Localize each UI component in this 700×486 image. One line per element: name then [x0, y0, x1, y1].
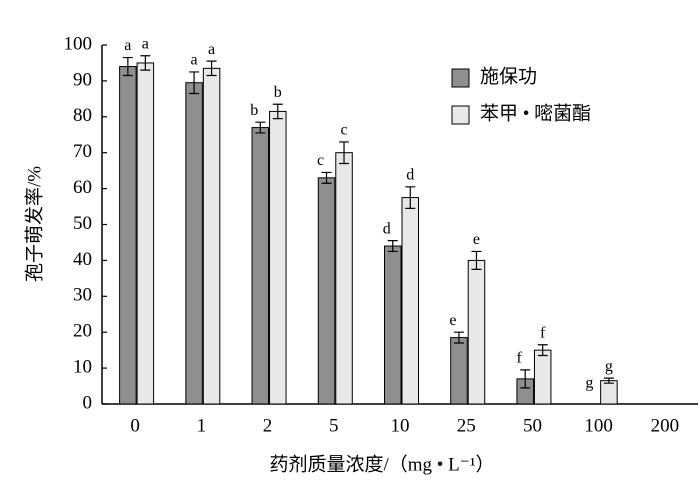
- x-tick-label: 10: [391, 415, 410, 436]
- error-bar: [520, 369, 531, 389]
- significance-letter: a: [142, 35, 149, 52]
- error-bar: [189, 71, 200, 95]
- y-tick-label: 50: [73, 213, 92, 234]
- x-tick-label: 25: [457, 415, 476, 436]
- x-tick-label: 50: [523, 415, 542, 436]
- bar: [450, 337, 468, 405]
- bar: [533, 349, 552, 405]
- significance-letter: c: [317, 152, 324, 169]
- bar: [317, 177, 336, 405]
- x-axis-title: 药剂质量浓度/（mg • L⁻¹）: [269, 453, 494, 475]
- bar: [269, 110, 287, 405]
- bar: [401, 197, 419, 405]
- error-bar: [405, 186, 416, 209]
- error-bar: [453, 331, 464, 344]
- significance-letter: f: [517, 350, 523, 367]
- y-tick-label: 100: [64, 33, 93, 54]
- error-bar: [272, 103, 283, 120]
- bar: [251, 127, 270, 405]
- significance-letter: d: [406, 166, 414, 183]
- bar: [136, 62, 155, 405]
- error-bar: [537, 344, 548, 357]
- x-tick-label: 1: [197, 415, 207, 436]
- x-tick-label: 5: [329, 415, 339, 436]
- legend-label: 施保功: [480, 65, 537, 87]
- x-tick-label: 2: [263, 415, 273, 436]
- error-bar: [321, 171, 332, 184]
- y-tick-label: 60: [73, 177, 92, 198]
- error-bar: [471, 250, 482, 270]
- error-bar: [122, 56, 133, 77]
- y-tick-label: 20: [73, 321, 92, 342]
- significance-letter: c: [340, 122, 347, 139]
- significance-letter: b: [250, 102, 258, 119]
- significance-letter: d: [383, 220, 391, 237]
- y-tick-label: 30: [73, 285, 92, 306]
- y-tick-label: 80: [73, 105, 92, 126]
- x-tick-label: 200: [651, 415, 680, 436]
- significance-letter: e: [449, 312, 456, 329]
- error-bar: [339, 141, 350, 165]
- x-tick-label: 0: [130, 415, 140, 436]
- y-tick-label: 40: [73, 249, 92, 270]
- y-tick-label: 70: [73, 141, 92, 162]
- error-bar: [603, 377, 614, 384]
- significance-letter: a: [208, 41, 215, 58]
- legend-swatch: [451, 68, 470, 88]
- bar: [119, 66, 137, 405]
- error-bar: [255, 121, 266, 134]
- legend-swatch: [451, 105, 470, 125]
- bar: [384, 245, 402, 405]
- legend-label: 苯甲 • 嘧菌酯: [480, 102, 591, 124]
- bar: [467, 259, 486, 405]
- y-tick-label: 10: [73, 356, 92, 377]
- bar: [335, 152, 353, 405]
- significance-letter: g: [605, 358, 613, 375]
- bar: [185, 82, 203, 405]
- significance-letter: a: [124, 37, 131, 54]
- error-bar: [140, 55, 151, 71]
- y-tick-label: 0: [83, 392, 93, 413]
- significance-letter: g: [585, 375, 593, 392]
- x-tick-label: 100: [584, 415, 613, 436]
- y-tick-label: 90: [73, 69, 92, 90]
- significance-letter: e: [473, 231, 480, 248]
- y-axis-title: 孢子萌发率/%: [23, 166, 45, 282]
- error-bar: [387, 240, 398, 253]
- bar: [600, 380, 618, 405]
- error-bar: [206, 60, 217, 77]
- bar: [202, 67, 221, 405]
- significance-letter: b: [274, 84, 282, 101]
- significance-letter: a: [191, 52, 198, 69]
- significance-letter: f: [540, 324, 546, 341]
